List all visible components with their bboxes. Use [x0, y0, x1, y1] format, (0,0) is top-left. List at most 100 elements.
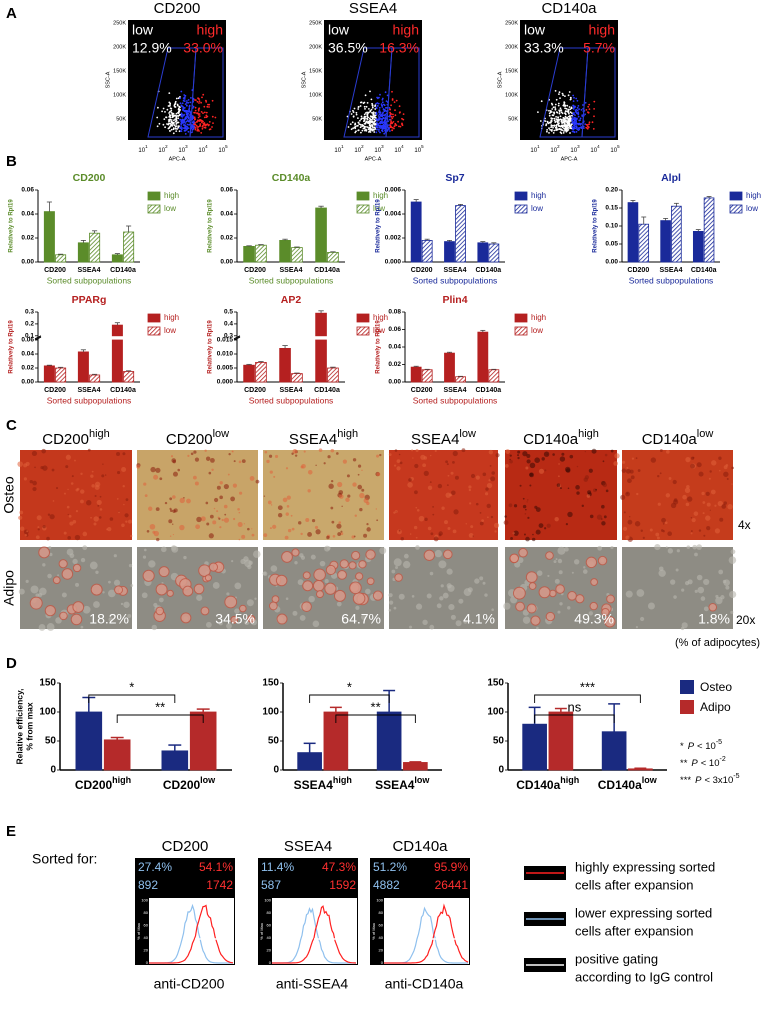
texture: [237, 522, 243, 528]
texture: [661, 517, 666, 523]
texture: [324, 578, 329, 584]
event-dot: [185, 104, 188, 107]
texture: [479, 576, 484, 581]
texture: [393, 558, 402, 567]
category-name: SSEA4: [294, 778, 334, 792]
plot-area: [272, 898, 357, 964]
gate-percent: 36.5%: [328, 40, 368, 56]
bar: [455, 376, 466, 383]
texture: [327, 455, 331, 459]
y-tick-label: 50: [493, 736, 505, 747]
texture: [416, 509, 420, 512]
event-dot: [571, 112, 573, 114]
texture: [458, 598, 464, 604]
texture: [19, 510, 24, 515]
texture: [666, 450, 670, 454]
texture: [216, 510, 219, 513]
texture: [519, 484, 522, 487]
texture: [427, 526, 432, 531]
event-dot: [185, 125, 188, 128]
legend-swatch: [356, 313, 370, 323]
adipocyte: [604, 616, 616, 628]
x-axis-label: Sorted subpopulations: [47, 395, 132, 405]
texture: [637, 469, 641, 472]
texture: [719, 517, 724, 522]
texture: [690, 532, 693, 535]
bar: [111, 324, 123, 337]
column-label: SSEA4high: [289, 428, 358, 448]
adipocyte: [555, 584, 565, 594]
adipocyte: [538, 586, 551, 599]
texture: [698, 529, 702, 532]
texture: [25, 579, 29, 583]
texture: [357, 484, 363, 490]
bar: [111, 254, 123, 263]
texture: [547, 574, 550, 578]
event-dot: [180, 125, 183, 127]
event-dot: [364, 115, 367, 118]
texture: [144, 548, 147, 552]
y-tick-label: 0.04: [388, 344, 401, 351]
texture: [429, 624, 435, 630]
event-dot: [169, 130, 171, 132]
texture: [491, 471, 496, 475]
texture: [90, 516, 92, 519]
texture: [336, 452, 339, 455]
texture: [264, 450, 268, 454]
event-dot: [157, 106, 159, 109]
event-dot: [360, 115, 363, 118]
p-stars: *: [680, 741, 684, 752]
bar: [548, 711, 574, 771]
texture: [90, 474, 94, 478]
texture: [553, 560, 557, 564]
event-dot: [378, 96, 380, 99]
texture: [68, 514, 72, 518]
significance-label: ns: [568, 699, 582, 714]
texture: [436, 603, 442, 609]
p-symbol: P: [695, 775, 702, 786]
texture: [423, 470, 429, 476]
bar: [327, 251, 339, 263]
texture: [584, 475, 590, 480]
texture: [359, 492, 365, 499]
gate-label: low: [524, 22, 546, 38]
texture: [649, 528, 653, 532]
event-dot: [568, 112, 570, 115]
x-axis-label: Sorted subpopulations: [249, 395, 334, 405]
event-dot: [346, 115, 349, 118]
y-tick-label: 0: [269, 960, 272, 965]
x-tick-label: 105: [414, 144, 424, 153]
tick-exponent: 1: [537, 144, 540, 149]
texture: [231, 450, 234, 453]
event-dot: [194, 118, 196, 121]
texture: [80, 472, 83, 476]
texture: [559, 602, 563, 606]
event-dot: [372, 123, 375, 125]
texture: [291, 452, 294, 455]
significance-label: *: [129, 679, 134, 694]
texture: [47, 513, 51, 516]
event-dot: [179, 102, 182, 105]
texture: [403, 553, 409, 559]
texture: [337, 481, 343, 488]
plot-title: SSEA4: [284, 838, 332, 855]
texture: [246, 599, 254, 607]
texture: [108, 580, 111, 584]
texture: [672, 479, 677, 485]
texture: [277, 513, 283, 518]
texture: [409, 533, 412, 535]
texture: [565, 468, 571, 473]
event-dot: [563, 117, 566, 120]
event-dot: [361, 129, 364, 132]
event-dot: [578, 128, 581, 131]
event-dot: [174, 127, 177, 130]
event-dot: [572, 94, 575, 97]
texture: [164, 501, 168, 505]
adipocyte: [525, 571, 538, 584]
event-dot: [593, 115, 595, 118]
texture: [482, 472, 487, 477]
event-dot: [376, 104, 379, 107]
event-dot: [203, 116, 206, 119]
event-dot: [553, 129, 556, 132]
adipocyte: [518, 547, 528, 558]
